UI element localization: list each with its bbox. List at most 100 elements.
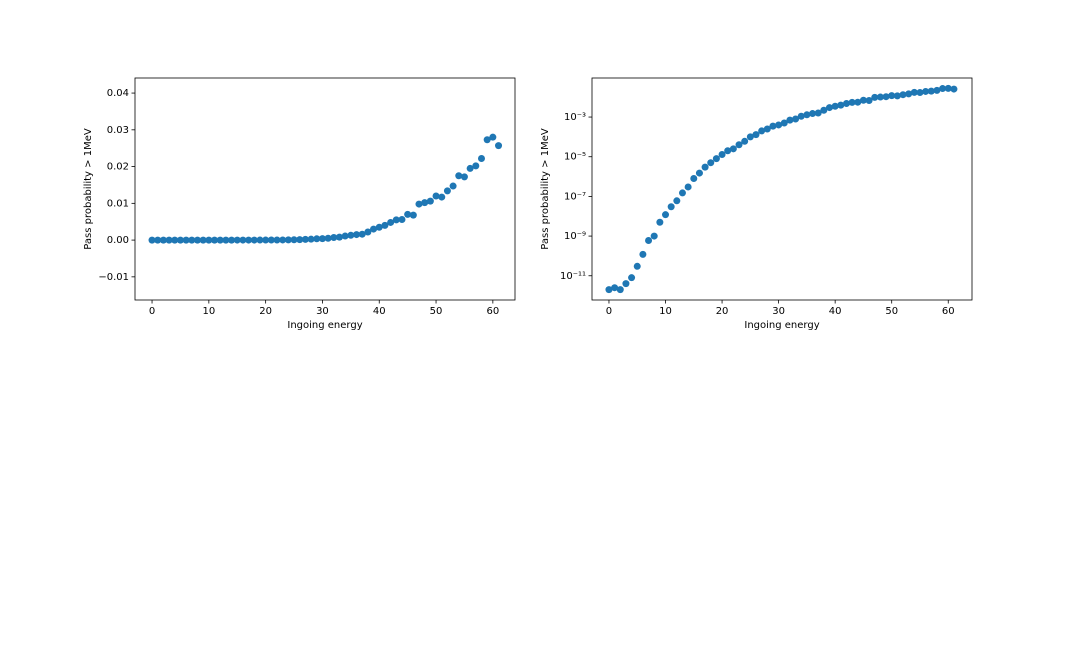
point: [916, 89, 924, 97]
y-axis-label: Pass probability > 1MeV: [83, 128, 94, 250]
x-tick-label: 10: [202, 306, 215, 317]
point: [335, 233, 343, 241]
point: [307, 235, 315, 243]
point: [645, 236, 653, 244]
point: [165, 236, 173, 244]
point: [792, 115, 800, 123]
point: [421, 199, 429, 207]
point: [820, 106, 828, 114]
point: [381, 221, 389, 229]
point: [662, 211, 670, 219]
y-tick-label: 10⁻¹¹: [560, 271, 586, 282]
point: [426, 197, 434, 205]
point: [375, 223, 383, 231]
point: [701, 163, 709, 171]
point: [296, 236, 304, 244]
point: [415, 200, 423, 208]
point: [950, 85, 958, 93]
point: [605, 286, 613, 294]
x-tick-label: 40: [829, 306, 842, 317]
point: [188, 236, 196, 244]
point: [927, 87, 935, 95]
point: [944, 84, 952, 92]
point: [939, 85, 947, 93]
y-tick-label: 0.00: [107, 235, 129, 246]
x-tick-label: 60: [942, 306, 955, 317]
point: [876, 93, 884, 101]
point: [318, 235, 326, 243]
point: [831, 102, 839, 110]
point: [865, 97, 873, 105]
point: [455, 172, 463, 180]
x-tick-label: 10: [659, 306, 672, 317]
point: [370, 225, 378, 233]
point: [239, 236, 247, 244]
point: [690, 174, 698, 182]
point: [611, 284, 619, 292]
point: [193, 236, 201, 244]
point: [387, 218, 395, 226]
point: [695, 169, 703, 177]
point: [712, 155, 720, 163]
point: [477, 154, 485, 162]
point: [741, 137, 749, 145]
x-tick-label: 40: [373, 306, 386, 317]
point: [472, 162, 480, 170]
point: [650, 232, 658, 240]
point: [199, 236, 207, 244]
point: [639, 250, 647, 258]
point: [148, 236, 156, 244]
x-tick-label: 30: [772, 306, 785, 317]
x-tick-label: 60: [486, 306, 499, 317]
point: [667, 203, 675, 211]
point: [752, 131, 760, 139]
point: [262, 236, 270, 244]
point: [735, 141, 743, 149]
point: [684, 183, 692, 191]
point: [905, 90, 913, 98]
point: [489, 133, 497, 141]
point: [460, 173, 468, 181]
y-tick-label: 0.01: [107, 198, 129, 209]
point: [216, 236, 224, 244]
point: [182, 236, 190, 244]
point: [826, 104, 833, 112]
point: [758, 127, 766, 135]
point: [392, 216, 400, 224]
point: [284, 236, 292, 244]
point: [746, 133, 754, 141]
point: [267, 236, 275, 244]
point: [171, 236, 179, 244]
point: [438, 193, 446, 201]
point: [211, 236, 219, 244]
point: [882, 93, 890, 101]
point: [154, 236, 162, 244]
point: [233, 236, 241, 244]
point: [404, 210, 412, 218]
point: [910, 88, 918, 96]
point: [313, 235, 321, 243]
x-axis-label: Ingoing energy: [287, 320, 362, 331]
point: [797, 112, 805, 120]
point: [353, 231, 361, 239]
point: [222, 236, 230, 244]
y-tick-label: 10⁻⁵: [564, 152, 586, 163]
point: [803, 111, 811, 119]
point: [245, 236, 253, 244]
y-tick-label: −0.01: [98, 272, 129, 283]
point: [763, 125, 771, 133]
point: [622, 280, 630, 288]
x-axis-label: Ingoing energy: [744, 320, 819, 331]
point: [176, 236, 184, 244]
point: [466, 164, 474, 172]
point: [933, 86, 941, 94]
point: [871, 93, 879, 101]
point: [888, 92, 896, 100]
point: [443, 187, 451, 195]
y-axis-label: Pass probability > 1MeV: [540, 128, 551, 250]
point: [893, 92, 901, 100]
point: [854, 98, 862, 106]
point: [859, 96, 867, 104]
y-tick-label: 0.03: [107, 125, 129, 136]
point: [814, 109, 822, 117]
